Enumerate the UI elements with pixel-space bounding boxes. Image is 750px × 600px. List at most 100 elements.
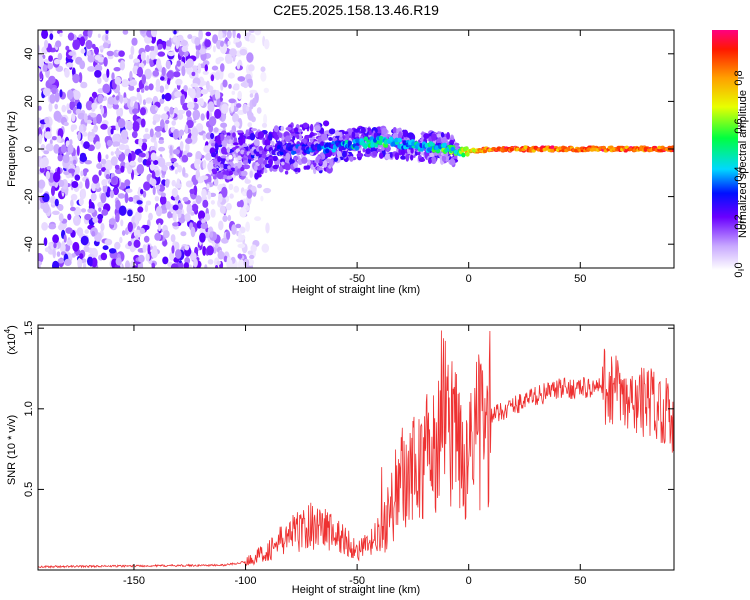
heatmap-cell <box>186 58 194 68</box>
heatmap-cell <box>170 263 179 268</box>
heatmap-cell <box>58 179 65 187</box>
heatmap-cell <box>201 188 207 198</box>
heatmap-cell <box>109 189 115 199</box>
heatmap-cell <box>235 223 242 229</box>
heatmap-cell <box>246 189 253 199</box>
heatmap-cell <box>83 169 87 177</box>
heatmap-cell <box>163 230 170 239</box>
heatmap-cell <box>206 110 210 120</box>
heatmap-cell <box>72 241 80 252</box>
heatmap-cell <box>164 83 169 90</box>
heatmap-cell <box>218 193 223 203</box>
heatmap-cell <box>190 252 197 261</box>
heatmap-cell <box>200 81 208 86</box>
heatmap-cell <box>161 94 166 100</box>
heatmap-cell <box>231 224 237 235</box>
heatmap-cell <box>523 145 528 149</box>
heatmap-cell <box>53 58 61 65</box>
heatmap-cell <box>111 176 117 185</box>
heatmap-cell <box>49 139 53 145</box>
heatmap-cell <box>124 192 129 204</box>
heatmap-cell <box>260 66 266 72</box>
heatmap-cell <box>161 66 166 77</box>
heatmap-cell <box>207 161 214 172</box>
heatmap-cell <box>207 101 215 113</box>
heatmap-cell <box>41 222 48 231</box>
heatmap-cell <box>643 146 649 151</box>
heatmap-cell <box>429 141 434 147</box>
heatmap-cell <box>328 128 336 135</box>
heatmap-cell <box>338 136 343 141</box>
heatmap-x-label: Height of straight line (km) <box>292 284 420 296</box>
heatmap-cell <box>183 85 188 92</box>
heatmap-cell <box>121 230 126 236</box>
heatmap-cell <box>72 73 80 84</box>
heatmap-cell <box>239 207 247 218</box>
heatmap-cell <box>321 153 326 160</box>
heatmap-cell <box>38 179 46 189</box>
heatmap-cell <box>42 87 51 97</box>
heatmap-cell <box>461 152 466 158</box>
heatmap-cell <box>66 239 73 246</box>
heatmap-cell <box>133 229 142 238</box>
y-tick-label: -40 <box>23 236 35 252</box>
heatmap-cell <box>78 124 84 132</box>
heatmap-cell <box>127 221 133 233</box>
heatmap-cell <box>84 213 92 221</box>
heatmap-y-label: Frequency (Hz) <box>6 111 18 187</box>
heatmap-cell <box>180 95 184 106</box>
heatmap-cell <box>92 174 100 184</box>
heatmap-cell <box>343 131 349 135</box>
heatmap-cell <box>112 141 121 147</box>
heatmap-cell <box>65 45 70 51</box>
heatmap-cell <box>115 257 122 266</box>
y-tick-label: 1.0 <box>23 401 35 416</box>
heatmap-cell <box>131 131 138 139</box>
heatmap-cell <box>76 101 82 111</box>
heatmap-cell <box>80 81 88 89</box>
heatmap-cell <box>284 163 291 171</box>
heatmap-cell <box>271 141 275 146</box>
heatmap-cell <box>119 59 125 71</box>
heatmap-cell <box>137 66 144 78</box>
heatmap-cell <box>189 88 196 99</box>
heatmap-cell <box>64 258 72 266</box>
heatmap-cell <box>137 156 143 163</box>
heatmap-cell <box>240 149 245 155</box>
heatmap-cell <box>58 213 64 222</box>
heatmap-cell <box>164 92 172 102</box>
heatmap-cell <box>400 149 406 156</box>
heatmap-cell <box>209 231 214 238</box>
heatmap-cell <box>233 83 240 89</box>
heatmap-cell <box>423 133 430 139</box>
heatmap-cell <box>92 216 99 223</box>
heatmap-cell <box>64 68 70 78</box>
heatmap-cell <box>64 243 71 252</box>
heatmap-cell <box>84 160 92 165</box>
heatmap-cell <box>240 166 245 172</box>
heatmap-cell <box>360 127 366 134</box>
heatmap-cell <box>132 108 139 115</box>
heatmap-cell <box>248 64 255 72</box>
heatmap-cell <box>240 82 247 87</box>
heatmap-cell <box>119 236 123 244</box>
heatmap-cell <box>167 51 175 57</box>
heatmap-cell <box>101 209 109 216</box>
heatmap-cell <box>289 159 295 164</box>
y-tick-label: 0 <box>23 146 35 152</box>
heatmap-cell <box>338 146 343 152</box>
heatmap-cell <box>281 161 285 166</box>
heatmap-cell <box>285 126 292 131</box>
heatmap-cell <box>253 164 258 172</box>
heatmap-cell <box>128 85 135 91</box>
heatmap-cell <box>114 150 122 155</box>
heatmap-y-axis: -40 -20 0 20 40 <box>23 48 674 252</box>
heatmap-cell <box>39 167 45 173</box>
heatmap-cell <box>410 154 414 161</box>
heatmap-cell <box>363 136 369 142</box>
heatmap-cell <box>186 152 193 158</box>
snr-y-label: SNR (10 * v/v) <box>6 415 18 485</box>
heatmap-cell <box>116 107 121 117</box>
heatmap-cell <box>77 112 86 120</box>
heatmap-cell <box>292 135 296 141</box>
